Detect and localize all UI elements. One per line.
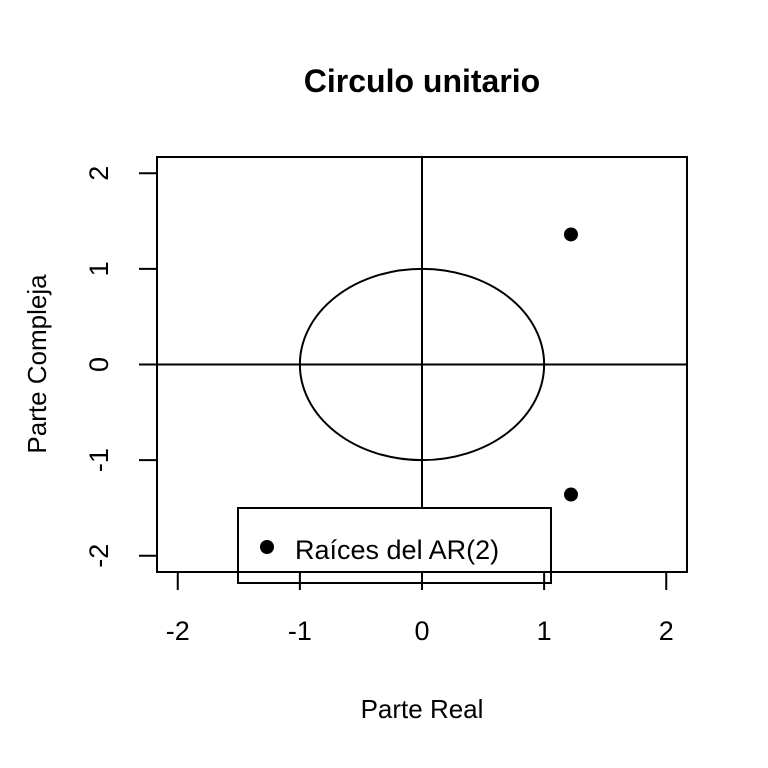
y-axis-title: Parte Compleja [22,274,52,454]
root-point [563,487,578,502]
x-tick-label: -1 [288,616,312,646]
legend-marker [260,540,274,554]
y-tick-label: 1 [84,261,114,276]
plot-area: Raíces del AR(2) -2 -1 0 1 2 -2 -1 0 1 2 [84,156,688,646]
y-tick-label: -1 [84,448,114,472]
x-tick-label: -2 [166,616,190,646]
legend-box [237,507,552,584]
x-tick-label: 2 [659,616,674,646]
x-axis-title: Parte Real [361,694,484,724]
y-tick-label: 0 [84,357,114,372]
legend-label: Raíces del AR(2) [295,535,499,565]
y-tick-label: -2 [84,544,114,568]
y-tick-label: 2 [84,166,114,181]
unit-circle [298,267,546,462]
root-point [563,227,578,242]
chart-title: Circulo unitario [304,63,540,99]
x-tick-label: 1 [537,616,552,646]
x-tick-label: 0 [414,616,429,646]
